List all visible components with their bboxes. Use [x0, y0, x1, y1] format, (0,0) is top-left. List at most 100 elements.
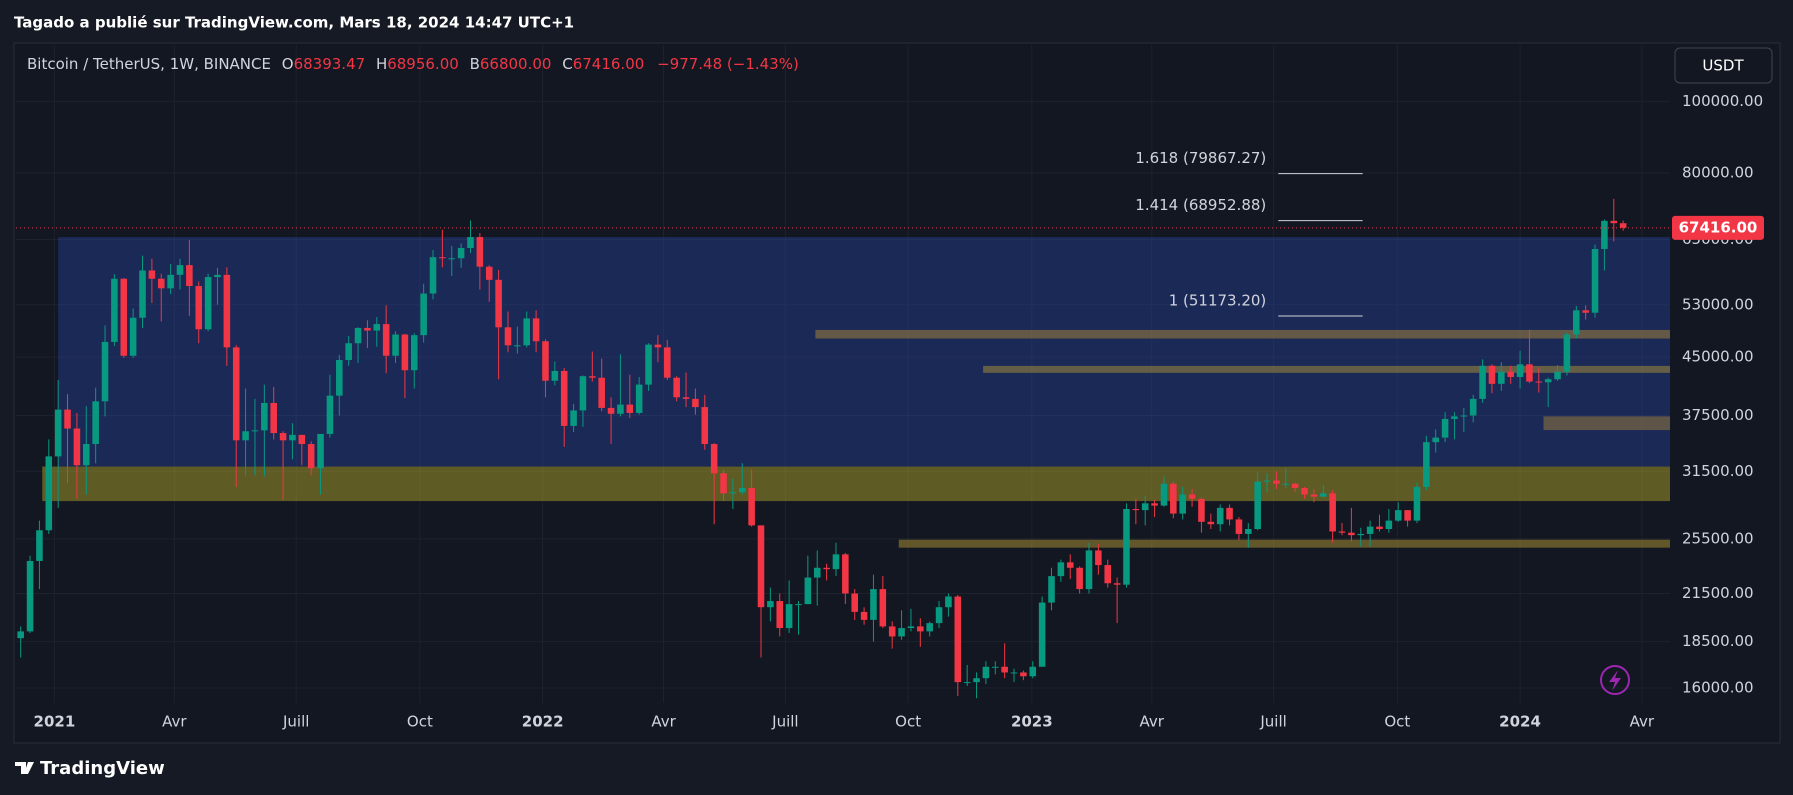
candle-body	[1226, 507, 1233, 520]
candle-body	[795, 604, 802, 606]
candle-body	[317, 433, 324, 469]
candle-body	[1394, 510, 1402, 521]
candle-body	[1188, 494, 1196, 499]
candle-body	[851, 593, 858, 612]
candle-body	[373, 324, 381, 331]
candle-body	[1207, 521, 1215, 525]
candle-body	[54, 409, 62, 457]
candle-body	[1113, 583, 1121, 585]
candle-body	[83, 444, 90, 466]
candle-body	[1526, 364, 1533, 382]
candle-body	[307, 444, 315, 469]
candle-body	[1132, 508, 1140, 511]
candle-body	[354, 327, 362, 344]
candle-body	[1488, 365, 1496, 384]
candle-body	[917, 626, 924, 632]
candle-body	[195, 286, 203, 330]
x-tick-label: 2022	[522, 713, 564, 731]
candle-body	[1610, 220, 1618, 224]
candle-body	[813, 567, 821, 578]
candle-body	[870, 589, 877, 620]
candle-body	[167, 274, 174, 289]
zone	[815, 329, 1670, 339]
candle-body	[485, 266, 493, 280]
fib-label: 1 (51173.20)	[1169, 292, 1267, 310]
y-tick-label: 80000.00	[1682, 164, 1754, 182]
candle-body	[139, 270, 146, 318]
candle-body	[495, 279, 502, 328]
candle-body	[832, 554, 840, 570]
candle-body	[598, 377, 605, 408]
candle-body	[111, 278, 118, 342]
candle-body	[17, 631, 24, 639]
candle-body	[1498, 371, 1505, 384]
candle-body	[1441, 418, 1449, 438]
candle-body	[1282, 483, 1290, 485]
candle-body	[645, 344, 652, 385]
candle-body	[1038, 602, 1046, 667]
candle-body	[860, 611, 868, 620]
candle-body	[551, 370, 559, 381]
last-price-tag	[1672, 215, 1764, 240]
candle-body	[345, 343, 352, 361]
candle-body	[148, 270, 156, 279]
candle-body	[1310, 494, 1318, 497]
x-tick-label: 2024	[1499, 713, 1541, 731]
candle-body	[457, 247, 465, 259]
candle-body	[945, 596, 952, 608]
candle-body	[1329, 493, 1336, 532]
x-tick-label: Avr	[1140, 713, 1165, 731]
candle-body	[504, 327, 512, 346]
field-value: 66800.00	[480, 55, 552, 73]
candle-body	[992, 666, 999, 668]
y-tick-label: 21500.00	[1682, 584, 1754, 602]
candle-body	[73, 428, 81, 466]
x-tick-label: Avr	[651, 713, 676, 731]
candle-body	[467, 237, 474, 248]
candle-body	[326, 395, 334, 434]
candle-body	[664, 347, 671, 378]
candle-body	[64, 409, 71, 429]
candle-body	[1254, 481, 1261, 530]
candle-body	[654, 344, 662, 348]
field-letter: H	[376, 55, 387, 73]
candle-body	[45, 456, 53, 531]
candle-body	[1291, 483, 1299, 488]
candle-body	[410, 335, 418, 371]
candle-body	[560, 370, 568, 426]
y-tick-label: 100000.00	[1682, 92, 1763, 110]
candle-body	[729, 492, 737, 494]
fib-label: 1.618 (79867.27)	[1135, 149, 1266, 167]
candle-body	[926, 623, 933, 632]
candle-body	[1216, 507, 1224, 525]
x-tick-label: Oct	[895, 713, 921, 731]
field-value: 68393.47	[294, 55, 366, 73]
alert-icon[interactable]	[1600, 665, 1630, 695]
candle-body	[935, 607, 943, 624]
candle-body	[1198, 498, 1205, 522]
candle-body	[1357, 533, 1365, 536]
candle-body	[607, 407, 615, 414]
candle-body	[1544, 379, 1552, 383]
candle-body	[251, 430, 259, 432]
candle-body	[982, 666, 990, 679]
candle-body	[738, 487, 746, 493]
candle-body	[232, 347, 240, 441]
x-tick-label: 2023	[1011, 713, 1053, 731]
currency-label[interactable]: USDT	[1702, 57, 1744, 75]
field-letter: C	[562, 55, 572, 73]
currency-button[interactable]	[1674, 47, 1773, 84]
candle-body	[120, 278, 128, 356]
plot-area: 1.618 (79867.27) 1.414 (68952.88) 1 (51173…	[16, 45, 1671, 703]
candle-body	[157, 278, 165, 289]
candle-body	[954, 596, 962, 683]
candle-body	[1085, 550, 1093, 590]
candle-body	[223, 274, 231, 348]
candle-body	[748, 487, 755, 526]
candle-body	[26, 560, 34, 632]
field-letter: O	[282, 55, 294, 73]
candle-body	[785, 604, 793, 629]
candle-body	[673, 377, 680, 398]
candle-body	[1010, 672, 1018, 674]
candle-body	[1066, 562, 1074, 568]
